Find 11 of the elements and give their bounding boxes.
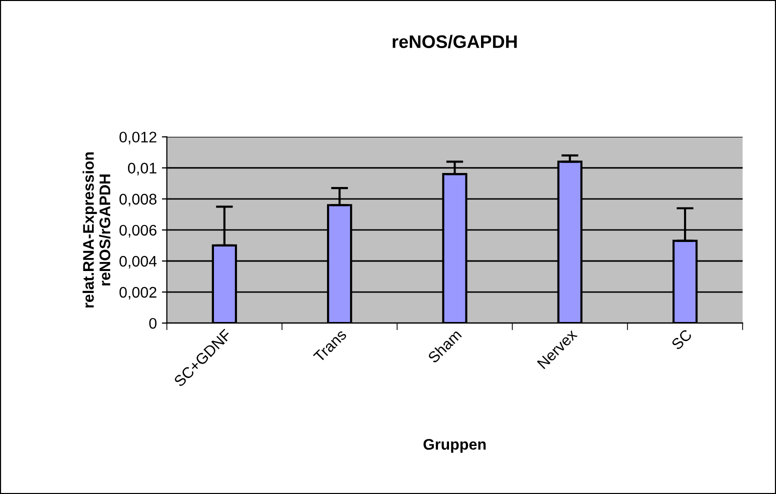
y-tick-label: 0 [149,318,157,329]
x-axis-title: Gruppen [424,438,486,453]
y-tick-label: 0,004 [119,256,157,268]
x-tick-label: SC [670,328,693,350]
y-axis-title: relat.RNA-Expression reNOS/rGAPDH [82,152,110,308]
y-tick-label: 0,01 [128,162,156,176]
y-tick-label: 0,002 [119,286,156,300]
y-tick-label: 0,008 [119,194,156,206]
chart-title: reNOS/GAPDH [392,34,517,48]
y-tick-label: 0,012 [119,132,156,144]
y-tick-label: 0,006 [119,224,156,238]
